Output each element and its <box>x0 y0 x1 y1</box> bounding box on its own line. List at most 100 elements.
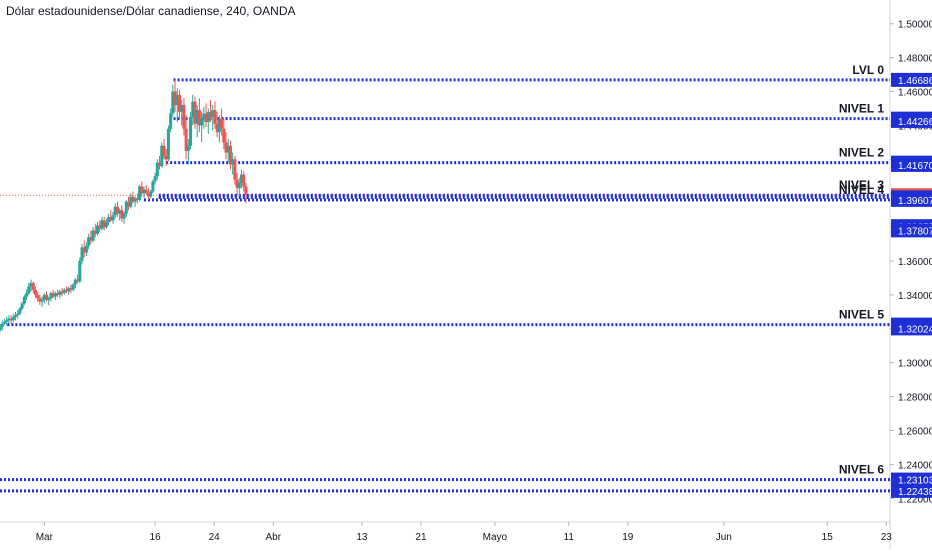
candle-body <box>9 318 13 321</box>
candle-body <box>67 288 71 292</box>
candle-body <box>98 225 102 229</box>
candle-body <box>215 123 219 133</box>
candle-body <box>69 288 73 290</box>
y-tick-label: 1.30000 <box>898 359 932 370</box>
candle-body <box>5 320 9 323</box>
y-tick-label: 1.34000 <box>898 291 932 302</box>
candle-body <box>206 111 210 123</box>
candle-body <box>197 110 201 126</box>
candle-body <box>166 128 170 160</box>
candle-body <box>129 196 133 207</box>
candle-body <box>0 323 4 328</box>
candle-body <box>177 94 181 112</box>
y-tick-label: 1.48000 <box>898 54 932 65</box>
candle-body <box>144 189 148 194</box>
candle-body <box>131 196 135 202</box>
price-label-box <box>891 223 932 238</box>
level-name: LVL 0 <box>852 63 884 77</box>
candle-body <box>224 142 228 153</box>
candle-body <box>135 198 139 200</box>
candle-body <box>115 206 119 214</box>
chart-title: Dólar estadounidense/Dólar canadiense, 2… <box>6 4 296 18</box>
x-tick-label: 23 <box>881 532 893 543</box>
price-label-box <box>891 72 932 87</box>
candle-body <box>102 220 106 228</box>
candle-body <box>202 113 206 119</box>
level-name: NIVEL 2 <box>839 146 884 160</box>
candle-body <box>89 237 93 241</box>
candle-body <box>160 145 164 167</box>
candle-body <box>49 293 53 299</box>
candle-body <box>33 289 37 295</box>
candle-body <box>36 294 40 299</box>
level-name: NIVEL 3 <box>839 178 884 192</box>
candle-body <box>93 230 97 234</box>
y-tick-label: 1.26000 <box>898 426 932 437</box>
candle-body <box>60 291 64 294</box>
y-tick-label: 1.46000 <box>898 88 932 99</box>
candle-body <box>231 159 235 165</box>
candle-body <box>175 94 179 106</box>
candle-body <box>204 113 208 123</box>
candle-body <box>173 91 177 106</box>
candle-body <box>153 176 157 182</box>
candle-body <box>82 247 86 253</box>
candle-body <box>7 318 11 321</box>
candle-body <box>240 174 244 184</box>
level-name: NIVEL 1 <box>839 102 884 116</box>
candle-body <box>31 283 35 290</box>
candle-body <box>200 118 204 126</box>
candle-body <box>2 322 6 324</box>
candle-body <box>118 210 122 214</box>
candle-body <box>124 201 128 214</box>
price-label-text: 1.44266 <box>898 117 932 128</box>
price-label-text: 1.22438 <box>898 487 932 498</box>
candle-body <box>11 316 15 321</box>
candle-body <box>149 191 153 197</box>
candle-body <box>20 303 24 309</box>
candle-body <box>38 298 42 302</box>
candle-body <box>18 308 22 314</box>
y-tick-label: 1.50000 <box>898 20 932 31</box>
candle-body <box>208 111 212 117</box>
candle-body <box>16 313 20 316</box>
candle-body <box>58 291 62 295</box>
candle-body <box>146 193 150 197</box>
candle-body <box>186 145 190 151</box>
x-tick-label: Jun <box>716 532 732 543</box>
x-tick-label: Mayo <box>483 532 508 543</box>
candle-body <box>193 101 197 124</box>
candle-body <box>71 284 75 290</box>
candle-body <box>180 105 184 112</box>
candle-body <box>53 293 57 297</box>
price-label-box <box>891 321 932 336</box>
candle-body <box>133 198 137 202</box>
candle-body <box>182 105 186 129</box>
candle-body <box>237 183 241 189</box>
y-tick-label: 1.28000 <box>898 393 932 404</box>
candle-body <box>162 145 166 156</box>
candle-body <box>76 279 80 282</box>
candle-body <box>47 298 51 300</box>
candle-body <box>27 286 31 294</box>
candle-body <box>217 118 221 133</box>
candle-body <box>40 299 44 302</box>
price-label-box <box>891 157 932 172</box>
price-label-text: 1.32024 <box>898 324 932 335</box>
candle-body <box>22 296 26 304</box>
y-tick-label: 1.24000 <box>898 460 932 471</box>
candle-body <box>244 186 248 195</box>
x-tick-label: 24 <box>209 532 221 543</box>
price-label-text: 1.39607 <box>898 196 932 207</box>
price-label-box <box>891 483 932 498</box>
candle-body <box>45 294 49 300</box>
x-tick-label: 16 <box>150 532 162 543</box>
x-tick-label: 21 <box>415 532 427 543</box>
price-label-box <box>891 472 932 487</box>
level-name: NIVEL 5 <box>839 308 884 322</box>
candle-body <box>51 293 55 297</box>
candle-body <box>14 315 18 317</box>
candle-body <box>80 247 84 261</box>
